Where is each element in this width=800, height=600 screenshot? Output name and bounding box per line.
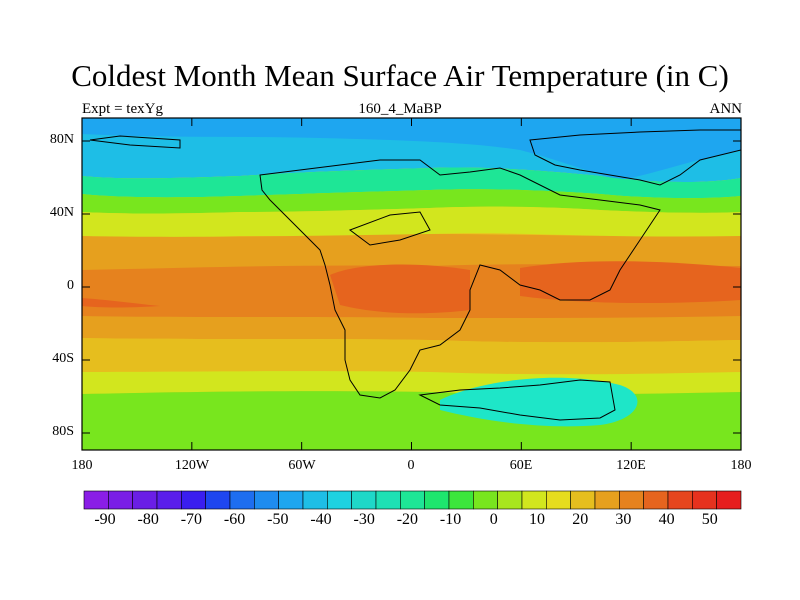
- colorbar-swatch: [108, 490, 133, 510]
- colorbar-swatch: [716, 490, 742, 510]
- warm-band-south: [82, 338, 741, 375]
- mild-band-north: [82, 189, 741, 214]
- colorbar-swatch: [181, 490, 206, 510]
- colorbar-swatch: [667, 490, 693, 510]
- time-label: 160_4_MaBP: [358, 101, 442, 117]
- colorbar-label: -40: [310, 511, 332, 528]
- colorbar-swatch: [278, 490, 304, 510]
- colorbar-swatch: [302, 490, 328, 510]
- southern-landmass-outline: [418, 379, 616, 421]
- colorbar-swatch: [205, 490, 231, 510]
- experiment-label: Expt = texYg: [82, 101, 163, 117]
- colorbar-swatch: [619, 490, 644, 510]
- cool-band-south: [82, 391, 741, 450]
- colorbar-label: -50: [267, 511, 289, 528]
- colorbar-swatch: [229, 490, 255, 510]
- colorbar: [83, 490, 742, 510]
- colorbar-swatch: [692, 490, 717, 510]
- colorbar-swatch: [594, 490, 620, 510]
- lon-tick-label: 60W: [288, 458, 316, 473]
- arctic-island-outline: [89, 135, 181, 149]
- colorbar-label: -20: [396, 511, 419, 528]
- colorbar-swatch: [375, 490, 401, 510]
- lat-tick-label: 40S: [52, 351, 74, 366]
- colorbar-label: 50: [701, 511, 718, 528]
- lon-tick-label: 120W: [174, 458, 210, 473]
- lon-tick-label: 180: [71, 458, 93, 473]
- axis-ticks: [81, 118, 742, 450]
- northern-landmass-outline: [529, 129, 742, 186]
- mild-band-south: [82, 371, 741, 395]
- lon-tick-label: 120E: [616, 458, 646, 473]
- cold-spot-south: [440, 377, 638, 427]
- colorbar-swatch: [424, 490, 450, 510]
- colorbar-label: -30: [353, 511, 375, 528]
- lon-tick-label: 0: [407, 458, 415, 473]
- hot-spot-pangea: [330, 264, 470, 314]
- period-label: ANN: [709, 101, 743, 117]
- hot-spot-west: [82, 298, 160, 308]
- colorbar-label: -10: [439, 511, 462, 528]
- colorbar-swatch: [400, 490, 425, 510]
- colorbar-swatch: [643, 490, 669, 510]
- colorbar-label: 30: [615, 511, 632, 528]
- colorbar-swatch: [448, 490, 474, 510]
- lat-tick-label: 80S: [52, 424, 74, 439]
- hot-spot-east: [520, 261, 741, 304]
- colorbar-swatch: [83, 490, 109, 510]
- colorbar-swatch: [351, 490, 377, 510]
- colorbar-label: 10: [529, 511, 545, 528]
- inner-sea-outline: [348, 211, 431, 246]
- colorbar-swatch: [521, 490, 547, 510]
- colorbar-label: 40: [658, 511, 675, 528]
- colorbar-swatch: [473, 490, 498, 510]
- colorbar-swatch: [156, 490, 182, 510]
- colder-band-north: [82, 118, 741, 180]
- lat-tick-label: 80N: [49, 132, 74, 147]
- colorbar-swatch: [570, 490, 596, 510]
- colorbar-label: -70: [180, 511, 203, 528]
- colorbar-label: 20: [572, 511, 589, 528]
- colorbar-label: -80: [137, 511, 159, 528]
- lat-tick-label: 40N: [49, 205, 74, 220]
- pangea-outline: [259, 159, 661, 399]
- warm-band-north: [82, 206, 741, 238]
- chart-title: Coldest Month Mean Surface Air Temperatu…: [71, 58, 729, 93]
- lon-tick-label: 60E: [509, 458, 533, 473]
- colorbar-label: 0: [489, 511, 498, 528]
- colorbar-label: -90: [94, 511, 116, 528]
- cool-band-north: [82, 167, 741, 199]
- temperature-field: [82, 118, 741, 450]
- colorbar-swatch: [132, 490, 158, 510]
- colorbar-swatch: [497, 490, 523, 510]
- colorbar-swatch: [254, 490, 279, 510]
- colorbar-swatch: [546, 490, 571, 510]
- lon-tick-label: 180: [730, 458, 752, 473]
- colorbar-label: -60: [223, 511, 246, 528]
- lat-tick-label: 0: [67, 278, 74, 293]
- colorbar-swatch: [327, 490, 352, 510]
- continent-outlines: [89, 129, 742, 421]
